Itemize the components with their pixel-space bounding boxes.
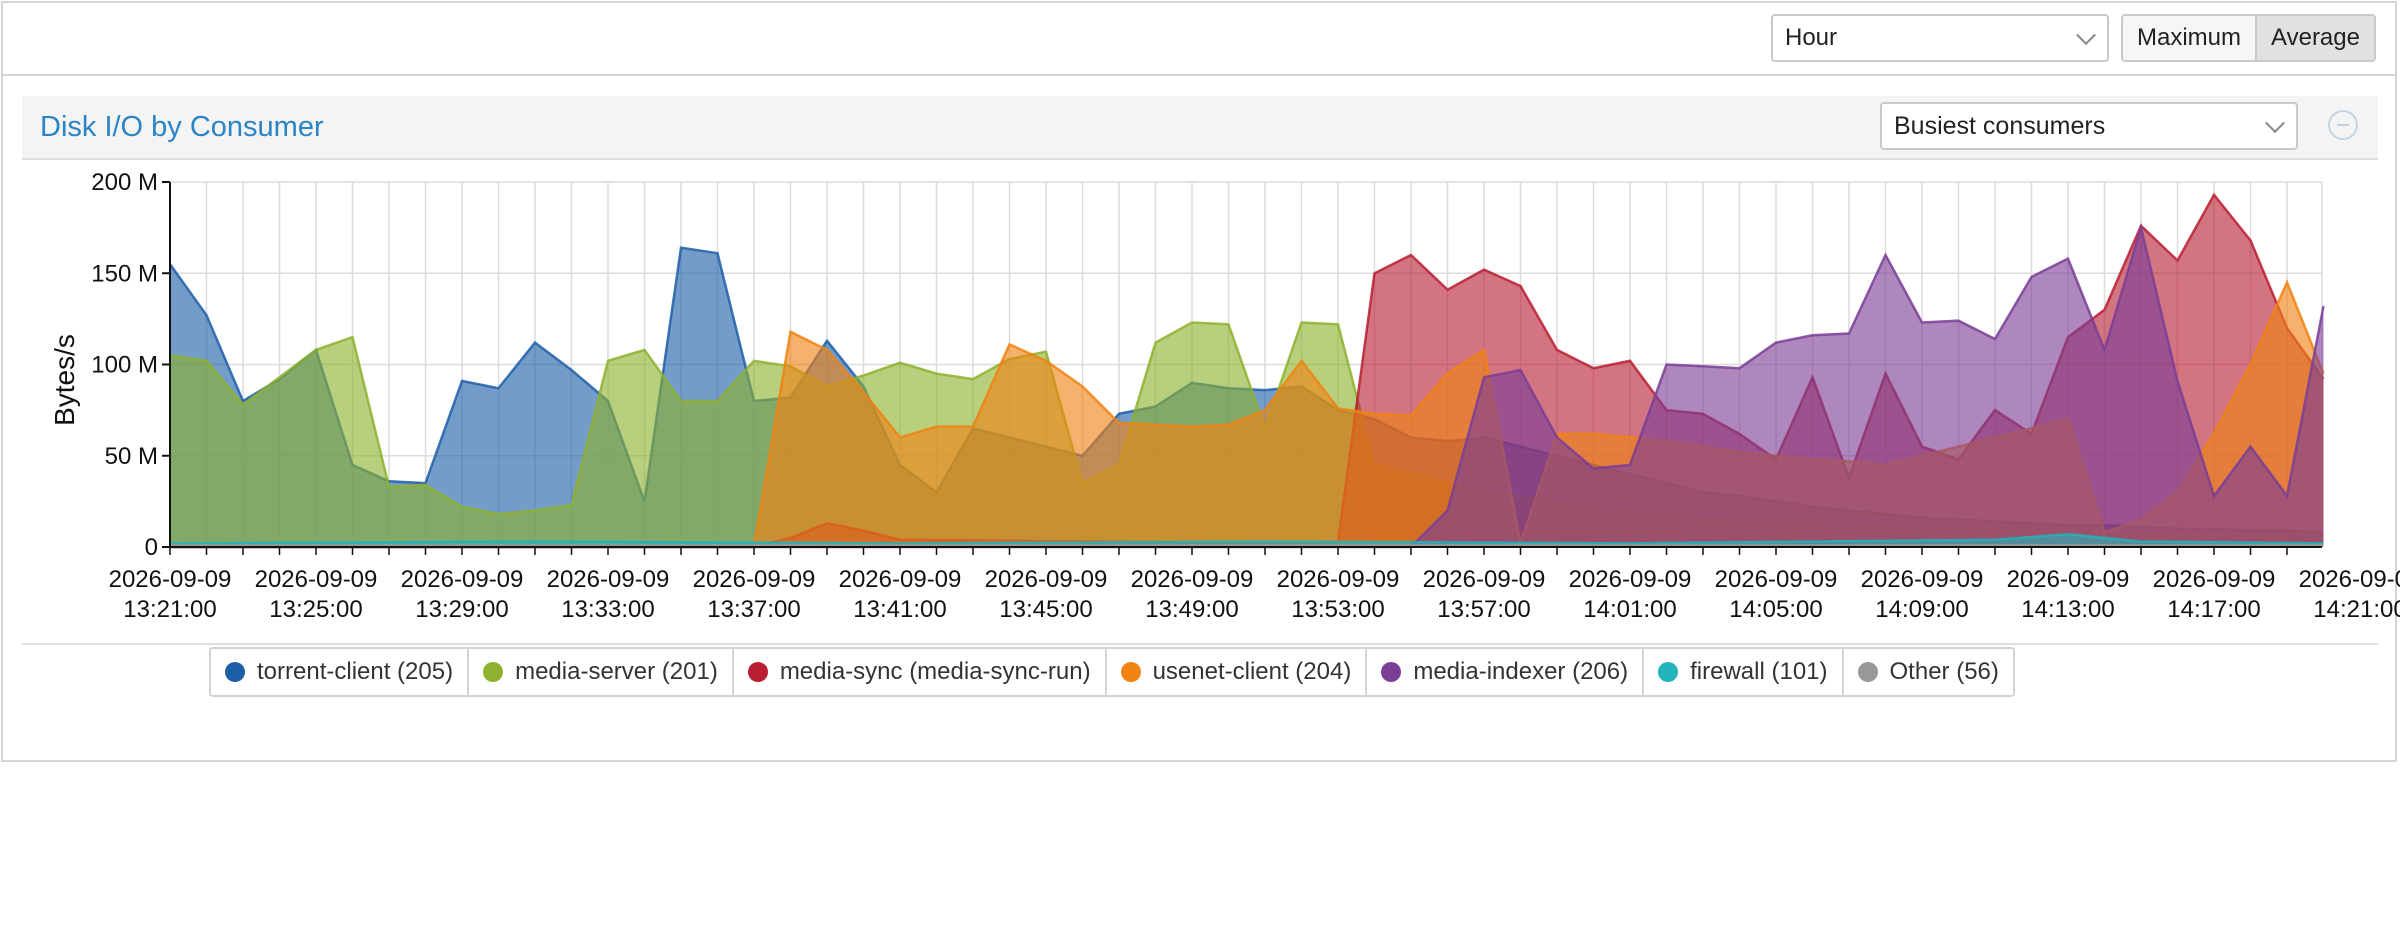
timespan-select[interactable]: Hour bbox=[1771, 14, 2109, 62]
chart-areas bbox=[168, 192, 2325, 549]
legend-label: media-sync (media-sync-run) bbox=[779, 658, 1091, 685]
y-tick-label: 100 M bbox=[91, 352, 158, 379]
legend-item[interactable]: firewall (101) bbox=[1644, 649, 1844, 695]
x-tick-label-time: 13:45:00 bbox=[999, 596, 1092, 623]
chart-legend: torrent-client (205) media-server (201) me… bbox=[209, 647, 2015, 697]
x-tick-label-time: 14:01:00 bbox=[1583, 596, 1676, 623]
panel-title[interactable]: Disk I/O by Consumer bbox=[40, 111, 324, 143]
x-tick-label-time: 13:29:00 bbox=[415, 596, 508, 623]
x-tick-label-date: 2026-09-09 bbox=[2007, 566, 2130, 593]
disk-io-chart: 0 50 M 100 M 150 M 200 M 2026-09-09 13:21:00 20… bbox=[49, 169, 2400, 623]
x-tick-label-time: 13:25:00 bbox=[269, 596, 362, 623]
legend-label: media-indexer (206) bbox=[1413, 658, 1629, 685]
x-tick-label-time: 14:17:00 bbox=[2167, 596, 2260, 623]
legend-item[interactable]: Other (56) bbox=[1844, 649, 2013, 695]
maximum-button[interactable]: Maximum bbox=[2123, 16, 2256, 60]
x-tick-label-date: 2026-09-09 bbox=[255, 566, 378, 593]
chevron-down-icon bbox=[2076, 25, 2096, 46]
x-tick-label-time: 13:21:00 bbox=[123, 596, 216, 623]
consumer-filter-value: Busiest consumers bbox=[1894, 111, 2106, 140]
legend-label: usenet-client (204) bbox=[1152, 658, 1352, 685]
legend-swatch-icon bbox=[483, 662, 504, 682]
y-tick-label: 200 M bbox=[91, 169, 158, 196]
legend-swatch-icon bbox=[1120, 662, 1141, 682]
y-tick-label: 150 M bbox=[91, 260, 158, 287]
legend-item[interactable]: media-indexer (206) bbox=[1367, 649, 1645, 695]
toolbar-divider bbox=[1, 74, 2397, 76]
x-tick-label-date: 2026-09-09 bbox=[985, 566, 1108, 593]
x-tick-label-time: 13:33:00 bbox=[561, 596, 654, 623]
x-tick-label-time: 13:41:00 bbox=[853, 596, 946, 623]
x-tick-label-date: 2026-09-09 bbox=[839, 566, 962, 593]
x-tick-label-time: 14:05:00 bbox=[1729, 596, 1822, 623]
legend-label: Other (56) bbox=[1889, 658, 1999, 685]
x-tick-label-date: 2026-09-09 bbox=[1423, 566, 1546, 593]
x-tick-label-date: 2026-09-09 bbox=[1131, 566, 1254, 593]
series-4 bbox=[170, 222, 2325, 549]
legend-item[interactable]: media-sync (media-sync-run) bbox=[734, 649, 1107, 695]
collapse-icon[interactable] bbox=[2328, 110, 2358, 140]
legend-swatch-icon bbox=[1857, 662, 1878, 682]
aggregation-toggle[interactable]: Maximum Average bbox=[2121, 14, 2376, 62]
x-tick-label-date: 2026-09-09 bbox=[693, 566, 816, 593]
legend-swatch-icon bbox=[747, 662, 768, 682]
x-tick-label-date: 2026-09-09 bbox=[2299, 566, 2400, 593]
x-tick-label-date: 2026-09-09 bbox=[2153, 566, 2276, 593]
x-tick-label-date: 2026-09-09 bbox=[1569, 566, 1692, 593]
legend-item[interactable]: media-server (201) bbox=[469, 649, 734, 695]
legend-swatch-icon bbox=[225, 662, 245, 682]
y-axis-label: Bytes/s bbox=[49, 334, 80, 426]
y-tick-label: 0 bbox=[145, 534, 158, 561]
x-tick-label-date: 2026-09-09 bbox=[547, 566, 670, 593]
x-tick-label-date: 2026-09-09 bbox=[109, 566, 232, 593]
legend-divider bbox=[22, 643, 2378, 645]
x-tick-label-time: 14:09:00 bbox=[1875, 596, 1968, 623]
x-tick-label-time: 13:49:00 bbox=[1145, 596, 1238, 623]
series-line bbox=[170, 222, 2325, 549]
legend-swatch-icon bbox=[1658, 662, 1679, 682]
series-5 bbox=[169, 532, 2324, 547]
panel-header: Disk I/O by Consumer Busiest consumers bbox=[22, 96, 2378, 160]
x-tick-label-time: 14:13:00 bbox=[2021, 596, 2114, 623]
widget-frame bbox=[1, 1, 2397, 762]
chart-axes: 0 50 M 100 M 150 M 200 M 2026-09-09 13:21:00 20… bbox=[91, 169, 2400, 623]
legend-label: firewall (101) bbox=[1690, 658, 1828, 685]
x-tick-label-date: 2026-09-09 bbox=[401, 566, 524, 593]
legend-label: torrent-client (205) bbox=[257, 658, 454, 685]
average-button[interactable]: Average bbox=[2255, 16, 2374, 60]
consumer-filter-select[interactable]: Busiest consumers bbox=[1880, 102, 2298, 150]
legend-swatch-icon bbox=[1381, 662, 1402, 682]
series-line bbox=[169, 532, 2324, 545]
x-tick-label-time: 13:37:00 bbox=[707, 596, 800, 623]
x-tick-label-date: 2026-09-09 bbox=[1715, 566, 1838, 593]
legend-item[interactable]: torrent-client (205) bbox=[211, 649, 470, 695]
x-tick-label-date: 2026-09-09 bbox=[1277, 566, 1400, 593]
timespan-value: Hour bbox=[1785, 24, 1838, 51]
x-tick-label-date: 2026-09-09 bbox=[1861, 566, 1984, 593]
series-area bbox=[170, 227, 2324, 547]
legend-item[interactable]: usenet-client (204) bbox=[1107, 649, 1368, 695]
legend-label: media-server (201) bbox=[515, 658, 718, 685]
series-area bbox=[170, 534, 2324, 547]
x-tick-label-time: 13:57:00 bbox=[1437, 596, 1530, 623]
chevron-down-icon bbox=[2265, 113, 2285, 134]
x-tick-label-time: 14:21:00 bbox=[2313, 596, 2400, 623]
x-tick-label-time: 13:53:00 bbox=[1291, 596, 1384, 623]
y-tick-label: 50 M bbox=[105, 443, 158, 470]
